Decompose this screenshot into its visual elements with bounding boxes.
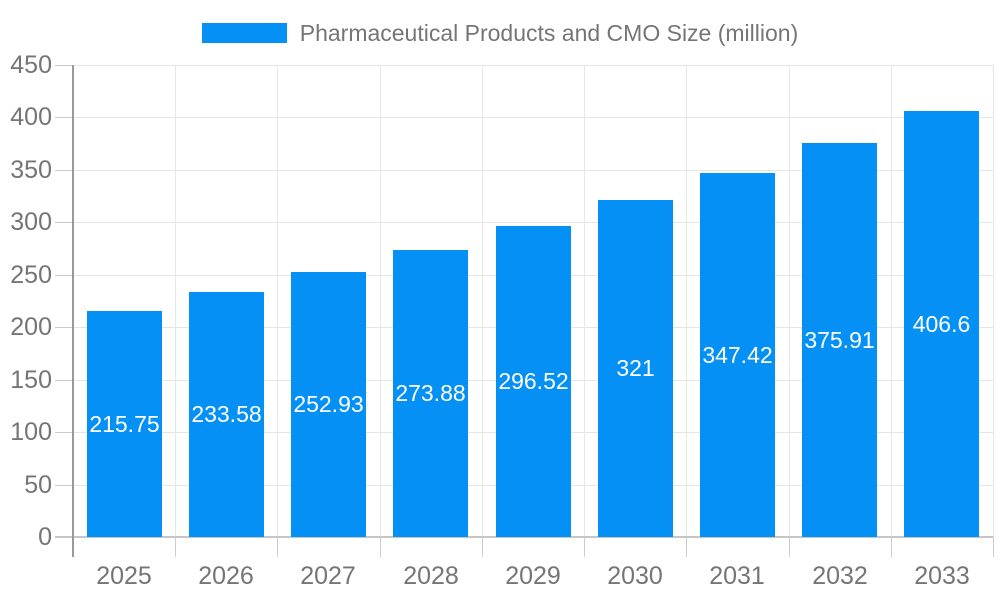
y-tick bbox=[55, 275, 73, 276]
x-gridline bbox=[789, 65, 790, 537]
y-axis-tick-label: 400 bbox=[10, 103, 52, 131]
x-axis-tick-label: 2029 bbox=[505, 562, 561, 590]
bar-value-label: 273.88 bbox=[395, 380, 466, 406]
x-gridline bbox=[584, 65, 585, 537]
bar-2031[interactable]: 347.42 bbox=[700, 173, 775, 537]
x-axis-baseline bbox=[55, 536, 993, 538]
x-gridline bbox=[686, 65, 687, 537]
bar-2026[interactable]: 233.58 bbox=[189, 292, 264, 537]
x-axis-tick-label: 2028 bbox=[403, 562, 459, 590]
x-axis-tick-label: 2031 bbox=[709, 562, 765, 590]
bar-value-label: 233.58 bbox=[191, 401, 262, 427]
y-axis-tick-label: 100 bbox=[10, 418, 52, 446]
x-gridline bbox=[277, 65, 278, 537]
y-tick bbox=[55, 432, 73, 433]
bar-value-label: 296.52 bbox=[498, 368, 569, 394]
y-tick bbox=[55, 170, 73, 171]
x-axis-tick-label: 2025 bbox=[96, 562, 152, 590]
x-tick bbox=[891, 537, 892, 557]
x-gridline bbox=[175, 65, 176, 537]
legend-swatch bbox=[201, 23, 287, 43]
y-gridline bbox=[73, 65, 993, 66]
bar-value-label: 347.42 bbox=[702, 341, 773, 368]
bar-value-label: 375.91 bbox=[804, 326, 875, 353]
bar-2027[interactable]: 252.93 bbox=[291, 272, 366, 537]
x-tick bbox=[686, 537, 687, 557]
y-tick bbox=[55, 222, 73, 223]
y-axis-tick-label: 150 bbox=[10, 366, 52, 394]
x-axis-tick-label: 2030 bbox=[607, 562, 663, 590]
x-tick bbox=[584, 537, 585, 557]
y-axis-line bbox=[72, 65, 74, 557]
y-tick bbox=[55, 65, 73, 66]
x-tick bbox=[482, 537, 483, 557]
y-gridline bbox=[73, 117, 993, 118]
y-tick bbox=[55, 327, 73, 328]
bar-value-label: 215.75 bbox=[89, 410, 160, 437]
x-axis-tick-label: 2027 bbox=[300, 562, 356, 590]
x-gridline bbox=[891, 65, 892, 537]
x-tick bbox=[277, 537, 278, 557]
x-tick bbox=[993, 537, 994, 557]
x-axis-tick-label: 2026 bbox=[198, 562, 254, 590]
bar-value-label: 321 bbox=[616, 355, 655, 381]
bar-value-label: 406.6 bbox=[912, 310, 971, 337]
chart-title: Pharmaceutical Products and CMO Size (mi… bbox=[299, 19, 799, 46]
bar-2030[interactable]: 321 bbox=[598, 200, 673, 537]
y-axis-tick-label: 200 bbox=[10, 313, 52, 341]
y-tick bbox=[55, 117, 73, 118]
bar-2028[interactable]: 273.88 bbox=[393, 250, 468, 537]
y-gridline bbox=[73, 222, 993, 223]
x-tick bbox=[789, 537, 790, 557]
bar-2032[interactable]: 375.91 bbox=[802, 143, 877, 537]
x-axis-tick-label: 2033 bbox=[914, 562, 970, 590]
y-axis-tick-label: 0 bbox=[38, 523, 52, 551]
y-gridline bbox=[73, 170, 993, 171]
y-axis-tick-label: 350 bbox=[10, 156, 52, 184]
bar-value-label: 252.93 bbox=[293, 391, 364, 417]
chart-legend: Pharmaceutical Products and CMO Size (mi… bbox=[0, 13, 1000, 53]
y-tick bbox=[55, 485, 73, 486]
y-axis-tick-label: 300 bbox=[10, 208, 52, 236]
y-tick bbox=[55, 380, 73, 381]
x-axis-tick-label: 2032 bbox=[812, 562, 868, 590]
y-axis-tick-label: 250 bbox=[10, 261, 52, 289]
y-axis-tick-label: 450 bbox=[10, 51, 52, 79]
y-axis-tick-label: 50 bbox=[24, 471, 52, 499]
bar-2033[interactable]: 406.6 bbox=[904, 111, 979, 537]
x-gridline bbox=[993, 65, 994, 537]
x-tick bbox=[175, 537, 176, 557]
bar-2025[interactable]: 215.75 bbox=[87, 311, 162, 537]
x-gridline bbox=[482, 65, 483, 537]
x-gridline bbox=[380, 65, 381, 537]
x-tick bbox=[380, 537, 381, 557]
bar-2029[interactable]: 296.52 bbox=[496, 226, 571, 537]
